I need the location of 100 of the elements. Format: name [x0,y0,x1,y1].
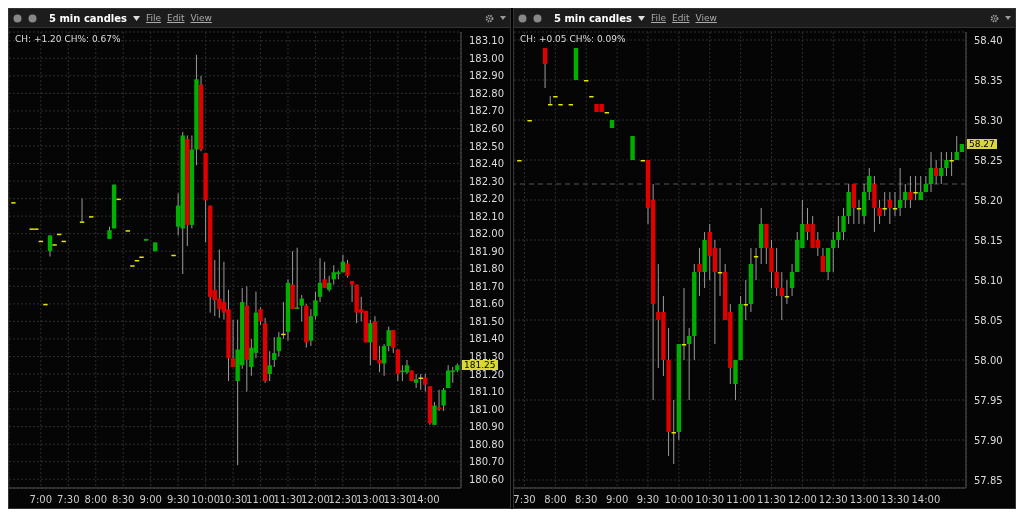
annotation: 58.27 [967,139,997,149]
candlestick [753,247,759,281]
candlestick [299,294,304,322]
candlestick [887,191,893,225]
candlestick [851,183,857,225]
x-tick-label: 9:00 [139,494,162,506]
y-tick-label: 182.00 [469,228,504,240]
candlestick [717,247,723,297]
x-tick-label: 8:30 [112,494,135,506]
y-tick-label: 58.40 [974,34,1003,46]
x-tick-label: 12:00 [787,494,817,506]
candlestick [779,271,784,321]
annotation: 181.25 [462,360,498,371]
x-tick-label: 11:30 [273,494,303,506]
y-tick-label: 180.70 [469,456,504,468]
candlestick [928,151,934,193]
y-tick-label: 181.80 [469,263,504,275]
candlestick [913,175,918,201]
candlestick [697,247,702,297]
candlestick [784,279,790,305]
y-tick-label: 57.90 [974,434,1003,446]
y-tick-label: 182.20 [469,193,504,205]
text: View [695,13,717,23]
text: File [651,13,667,23]
candlestick [267,350,272,382]
y-tick-label: 182.80 [469,87,504,99]
candlestick [923,175,929,193]
y-tick-label: 180.80 [469,438,504,450]
x-tick-label: 13:30 [383,494,413,506]
text: Edit [167,13,185,23]
candlestick [944,151,949,177]
x-tick-label: 11:00 [246,494,275,506]
candlestick [897,167,903,217]
candlestick [939,151,944,185]
candlestick [774,247,779,297]
y-tick-label: 181.70 [469,280,504,292]
candlestick [276,331,282,357]
x-tick-label: 12:30 [818,494,848,506]
y-tick-label: 58.05 [974,314,1003,326]
x-tick-label: 7:30 [513,494,536,506]
candlestick [764,223,769,265]
x-tick-label: 8:00 [84,494,108,506]
candlestick [903,183,908,209]
candlestick [933,159,939,185]
x-tick-label: 13:30 [880,494,910,506]
y-tick-label: 182.60 [469,123,504,135]
y-tick-label: 181.90 [469,245,504,257]
y-tick-label: 181.10 [469,386,504,398]
x-tick-label: 9:30 [166,494,190,506]
chart-subtitle: CH: +1.20 CH%: 0.67% [15,34,121,44]
candlestick [542,47,548,89]
candlestick [949,151,954,177]
x-tick-label: 14:00 [911,494,941,506]
y-tick-label: 183.10 [469,35,504,47]
x-tick-label: 10:30 [695,494,725,506]
y-tick-label: 57.95 [974,394,1003,406]
y-tick-label: 181.50 [469,315,504,327]
y-tick-label: 180.90 [469,421,504,433]
candlestick [47,234,53,257]
y-tick-label: 58.00 [974,354,1003,366]
candlestick [908,175,913,209]
candlestick [846,183,851,225]
x-tick-label: 8:30 [575,494,598,506]
candlestick [681,287,687,361]
x-tick-label: 8:00 [544,494,567,506]
y-tick-label: 182.90 [469,70,504,82]
x-tick-label: 12:00 [301,494,330,506]
candlestick [548,95,553,106]
y-tick-label: 181.30 [469,351,504,363]
y-tick-label: 180.60 [469,473,504,485]
x-tick-label: 10:00 [664,494,694,506]
chart-subtitle: CH: +0.05 CH%: 0.09% [520,34,626,44]
x-tick-label: 10:00 [191,494,221,506]
y-tick-label: 58.25 [974,154,1003,166]
candlestick [404,359,410,375]
candlestick [872,175,877,233]
chart-title: 5 min candles [554,12,633,24]
candlestick [733,359,738,401]
candlestick [79,198,85,223]
y-tick-label: 182.30 [469,175,504,187]
candlestick [743,279,748,321]
candlestick [368,319,373,366]
y-tick-label: 58.15 [974,234,1003,246]
candlestick [825,247,831,281]
y-tick-label: 181.40 [469,333,504,345]
candlestick [671,399,676,465]
x-tick-label: 11:30 [757,494,786,506]
y-tick-label: 182.50 [469,140,504,152]
y-tick-label: 58.10 [974,274,1003,286]
y-tick-label: 181.00 [469,403,504,415]
y-tick-label: 183.00 [469,52,504,64]
candlestick [877,199,882,225]
y-tick-label: 182.40 [469,158,504,170]
x-tick-label: 12:30 [328,494,358,506]
text: File [146,13,162,23]
candlestick [867,167,872,201]
candlestick [759,207,764,265]
x-tick-label: 13:00 [849,494,879,506]
y-tick-label: 58.30 [974,114,1003,126]
candlestick [686,327,692,401]
